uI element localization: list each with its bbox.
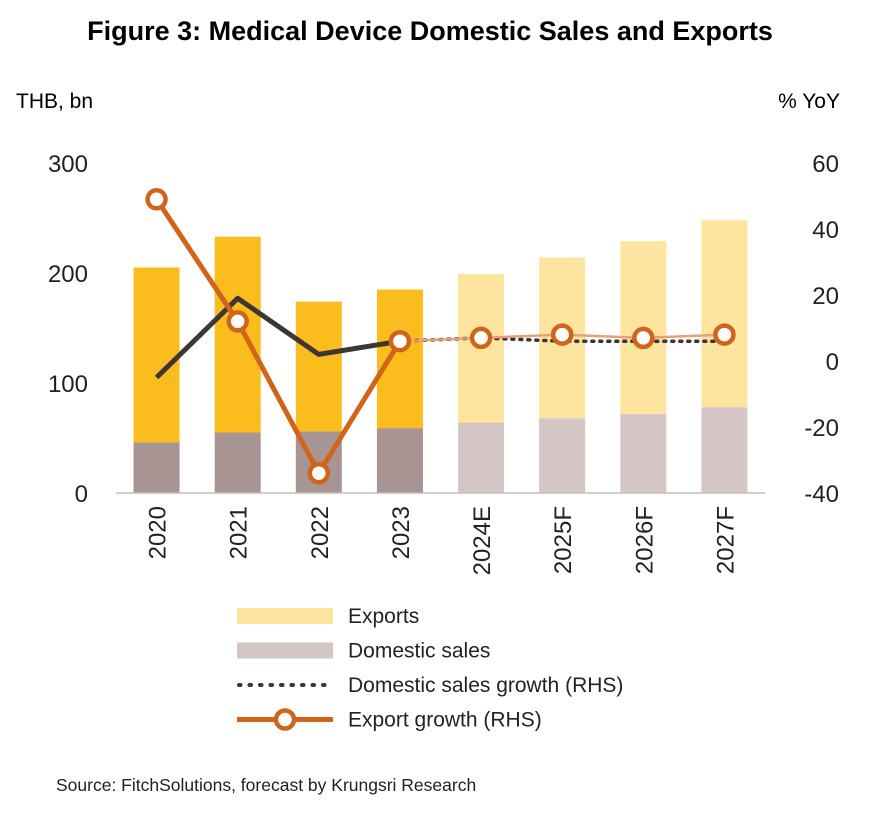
right-tick-20: 20 <box>812 283 839 310</box>
category-label-2024e: 2024E <box>469 506 496 575</box>
export-growth-marker-2023 <box>388 329 412 353</box>
source-note: Source: FitchSolutions, forecast by Krun… <box>56 775 476 795</box>
legend-export-growth-rhs-label: Export growth (RHS) <box>348 709 542 732</box>
right-tick-40: 40 <box>812 217 839 244</box>
domestic-growth-line-actual <box>154 295 401 380</box>
right-tick-minus-20: -20 <box>804 415 839 442</box>
export-growth-marker-2027f <box>713 323 736 346</box>
category-label-2026f: 2026F <box>631 506 658 574</box>
category-label-2025f: 2025F <box>550 506 577 574</box>
bar-domestic-sales-2021 <box>214 432 261 493</box>
bar-domestic-sales-2027f <box>701 407 748 493</box>
bars-layer <box>133 220 748 493</box>
bar-exports-2023 <box>376 289 423 429</box>
export-growth-line-actual <box>154 197 403 476</box>
legend-domestic-sales-swatch <box>237 642 333 659</box>
left-tick-200: 200 <box>48 261 88 288</box>
chart-title: Figure 3: Medical Device Domestic Sales … <box>87 16 773 46</box>
legend-exports-label: Exports <box>348 605 419 628</box>
bar-exports-2027f <box>701 220 748 408</box>
bar-domestic-sales-2025f <box>539 418 586 493</box>
bar-exports-2020 <box>133 267 180 443</box>
legend: Exports Domestic sales Domestic sales grow… <box>237 605 623 732</box>
bar-domestic-sales-2020 <box>133 442 180 493</box>
bar-domestic-sales-2023 <box>376 428 423 493</box>
category-label-2022: 2022 <box>307 506 334 559</box>
bar-domestic-sales-2026f <box>620 413 667 493</box>
export-growth-marker-2024e <box>469 326 493 350</box>
legend-export-growth-rhs-marker <box>273 708 297 731</box>
bar-domestic-sales-2024e <box>458 422 505 493</box>
legend-domestic-sales-growth-rhs-label: Domestic sales growth (RHS) <box>348 674 623 697</box>
category-label-2020: 2020 <box>145 506 172 559</box>
left-axis-unit: THB, bn <box>16 90 93 113</box>
export-growth-marker-2020 <box>145 188 168 211</box>
category-label-2023: 2023 <box>388 506 415 559</box>
bar-exports-2021 <box>214 236 261 433</box>
left-tick-100: 100 <box>48 371 88 398</box>
bar-exports-2022 <box>295 301 342 432</box>
export-growth-marker-2022 <box>307 461 331 485</box>
axes-layer: 0 100 200 300 -40 -20 0 20 40 60 2020 2021 2022 2023 2… <box>48 151 839 575</box>
right-tick-60: 60 <box>812 151 839 178</box>
legend-exports-swatch <box>237 608 333 624</box>
export-growth-marker-2025f <box>550 323 574 346</box>
legend-domestic-sales-label: Domestic sales <box>348 640 490 663</box>
right-tick-0: 0 <box>826 349 839 376</box>
right-tick-minus-40: -40 <box>804 481 839 508</box>
right-axis-unit: % YoY <box>778 90 840 113</box>
category-label-2027f: 2027F <box>712 506 739 574</box>
export-growth-marker-2026f <box>632 326 655 350</box>
left-tick-0: 0 <box>75 481 88 508</box>
lines-layer <box>145 188 736 485</box>
left-tick-300: 300 <box>48 151 88 178</box>
export-growth-marker-2021 <box>226 310 249 333</box>
category-label-2021: 2021 <box>226 506 253 559</box>
